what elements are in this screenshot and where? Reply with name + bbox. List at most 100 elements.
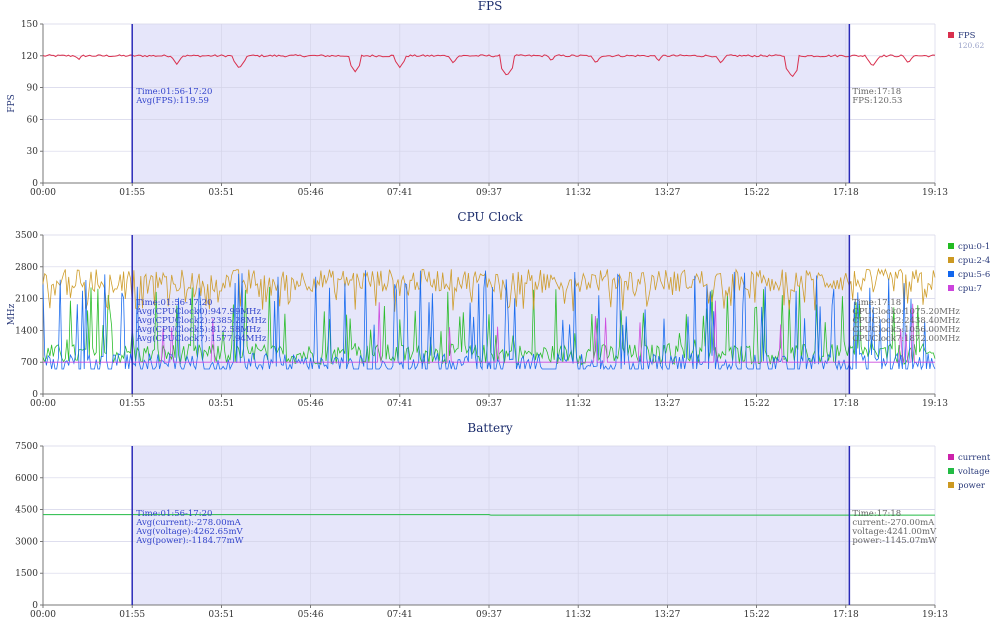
selection-range <box>132 24 850 183</box>
legend-label[interactable]: power <box>958 481 986 491</box>
x-tick-label: 01:55 <box>119 399 145 409</box>
selection-stat-text: Avg(CPUClock5):812.58MHz <box>135 324 261 335</box>
x-tick-label: 00:00 <box>30 610 56 620</box>
x-tick-label: 11:32 <box>565 399 591 409</box>
y-tick-label: 1400 <box>15 326 38 336</box>
x-tick-label: 13:27 <box>654 188 680 198</box>
selection-range <box>132 446 850 605</box>
chart-title: Battery <box>467 421 512 435</box>
x-tick-label: 19:13 <box>922 399 948 409</box>
chart-cpu-clock: CPU Clock 0 700 1400 2100 2800 3500 00:00 01:55 0… <box>7 210 990 409</box>
y-tick-label: 30 <box>27 147 39 157</box>
x-tick-label: 15:22 <box>744 610 770 620</box>
legend-swatch[interactable] <box>948 243 954 249</box>
cursor-stat-text: Time:17:18 <box>852 298 901 308</box>
y-tick-label: 3000 <box>15 537 38 547</box>
x-tick-label: 00:00 <box>30 399 56 409</box>
x-tick-label: 03:51 <box>208 610 234 620</box>
cursor-stat-text: CPUClock5:1056.00MHz <box>852 325 960 335</box>
x-tick-label: 15:22 <box>744 188 770 198</box>
legend-swatch[interactable] <box>948 271 954 277</box>
y-tick-label: 7500 <box>15 442 38 452</box>
y-tick-label: 0 <box>32 601 38 611</box>
cursor-stat-text: CPUClock0:1075.20MHz <box>852 307 960 317</box>
legend-swatch[interactable] <box>948 454 954 460</box>
legend-label[interactable]: voltage <box>957 467 990 477</box>
cursor-stat-text: Time:17:18 <box>852 509 901 519</box>
cursor-stat-text: power:-1145.07mW <box>852 536 937 546</box>
y-tick-label: 120 <box>21 52 38 62</box>
selection-stat-text: Time:01:56-17:20 <box>136 87 212 97</box>
selection-stat-text: Avg(CPUClock2):2385.28MHz <box>135 315 267 326</box>
x-tick-label: 11:32 <box>565 610 591 620</box>
x-tick-label: 17:18 <box>833 188 859 198</box>
legend-label[interactable]: cpu:7 <box>958 284 982 294</box>
selection-stat-text: Time:01:56-17:20 <box>136 298 212 308</box>
x-tick-label: 09:37 <box>476 610 502 620</box>
x-tick-label: 03:51 <box>208 188 234 198</box>
cursor-stat-text: CPUClock2:2438.40MHz <box>852 316 960 326</box>
x-tick-label: 15:22 <box>744 399 770 409</box>
y-axis-label: FPS <box>7 94 17 112</box>
x-tick-label: 01:55 <box>119 188 145 198</box>
chart-title: FPS <box>478 0 503 13</box>
legend-label[interactable]: cpu:2-4 <box>958 256 990 266</box>
y-tick-label: 6000 <box>15 474 38 484</box>
series-line-cpu-7 <box>43 300 935 363</box>
legend-swatch[interactable] <box>948 257 954 263</box>
legend-label[interactable]: current <box>958 453 991 463</box>
y-tick-label: 60 <box>27 115 39 125</box>
series-line-cpu-5-6 <box>42 270 936 371</box>
y-axis-label: MHz <box>7 303 17 325</box>
x-tick-label: 05:46 <box>298 610 324 620</box>
x-tick-label: 17:18 <box>833 610 859 620</box>
y-tick-label: 4500 <box>15 506 38 516</box>
selection-stat-text: Avg(power):-1184.77mW <box>135 535 244 546</box>
chart-battery: Battery 0 1500 3000 4500 6000 7500 00:00 01:55 03… <box>15 421 991 620</box>
series-line-fps <box>42 54 936 78</box>
y-tick-label: 2100 <box>15 295 38 305</box>
selection-stat-text: Avg(CPUClock7):1577.94MHz <box>135 333 267 344</box>
legend-label[interactable]: FPS <box>958 31 976 41</box>
x-tick-label: 11:32 <box>565 188 591 198</box>
selection-stat-text: Avg(FPS):119.59 <box>135 95 209 106</box>
x-tick-label: 01:55 <box>119 610 145 620</box>
legend-label[interactable]: cpu:5-6 <box>958 270 990 280</box>
cursor-stat-text: CPUClock7:1872.00MHz <box>852 334 960 344</box>
cursor-stat-text: Time:17:18 <box>852 87 901 97</box>
series-line-cpu-2-4 <box>42 267 936 312</box>
legend-value: 120.62 <box>958 41 984 50</box>
x-tick-label: 05:46 <box>298 399 324 409</box>
x-tick-label: 03:51 <box>208 399 234 409</box>
series-line-voltage <box>43 514 935 516</box>
y-tick-label: 0 <box>32 390 38 400</box>
legend-swatch[interactable] <box>948 32 954 38</box>
x-tick-label: 05:46 <box>298 188 324 198</box>
y-tick-label: 700 <box>21 358 38 368</box>
legend-label[interactable]: cpu:0-1 <box>958 242 990 252</box>
y-tick-label: 1500 <box>15 569 38 579</box>
x-tick-label: 13:27 <box>654 610 680 620</box>
x-tick-label: 07:41 <box>387 188 413 198</box>
x-tick-label: 09:37 <box>476 399 502 409</box>
y-tick-label: 0 <box>32 179 38 189</box>
x-tick-label: 17:18 <box>833 399 859 409</box>
selection-stat-text: Time:01:56-17:20 <box>136 509 212 519</box>
legend-swatch[interactable] <box>948 482 954 488</box>
cursor-stat-text: voltage:4241.00mV <box>851 527 937 537</box>
legend-swatch[interactable] <box>948 285 954 291</box>
x-tick-label: 00:00 <box>30 188 56 198</box>
chart-fps: FPS 0 30 60 90 120 150 00:00 01:55 03:51 05:46 07:4… <box>7 0 984 198</box>
y-tick-label: 90 <box>27 84 39 94</box>
y-tick-label: 150 <box>21 20 38 30</box>
x-tick-label: 07:41 <box>387 610 413 620</box>
x-tick-label: 19:13 <box>922 188 948 198</box>
y-tick-label: 3500 <box>15 231 38 241</box>
selection-stat-text: Avg(current):-278.00mA <box>135 517 241 528</box>
x-tick-label: 19:13 <box>922 610 948 620</box>
legend-swatch[interactable] <box>948 468 954 474</box>
x-tick-label: 13:27 <box>654 399 680 409</box>
chart-title: CPU Clock <box>457 210 523 224</box>
